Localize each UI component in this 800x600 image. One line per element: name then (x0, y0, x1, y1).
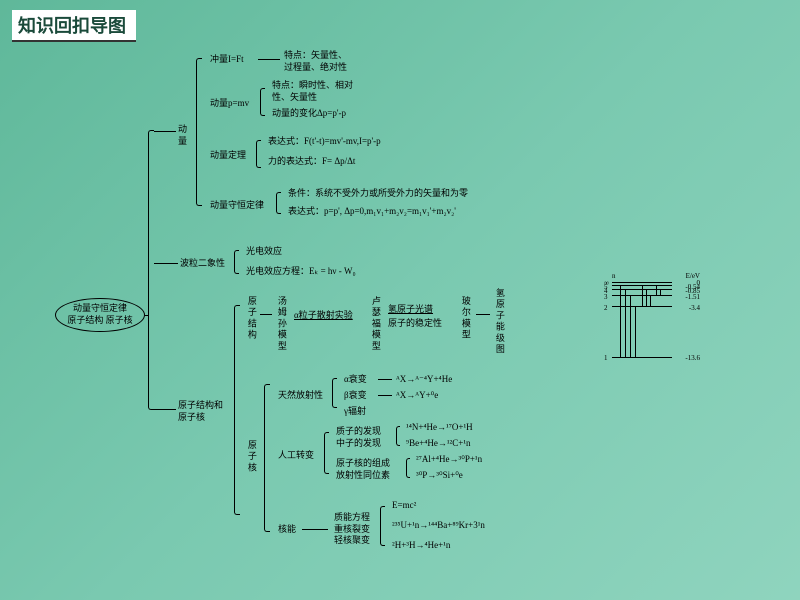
node-eq1: ¹⁴N+⁴He→¹⁷O+¹H (406, 422, 473, 434)
node-impulse-desc: 特点：矢量性、 过程量、绝对性 (284, 50, 347, 73)
node-artificial: 人工转变 (278, 450, 314, 462)
bracket-atom-nucleus (234, 305, 240, 515)
bracket-conserv (276, 192, 281, 214)
node-duality: 波粒二象性 (180, 258, 225, 270)
transition (620, 285, 621, 357)
node-beta-decay: β衰变 (344, 390, 367, 402)
connector (145, 315, 149, 316)
connector (302, 529, 328, 530)
transition (630, 295, 631, 357)
node-p-desc1: 特点：瞬时性、相对 性、矢量性 (272, 80, 353, 103)
node-theorem-desc2: 力的表达式：F= Δp/Δt (268, 156, 355, 168)
transition (660, 289, 661, 295)
bracket-artificial (324, 432, 329, 474)
transition (650, 295, 651, 306)
bracket-comp (406, 458, 410, 478)
node-radio: 天然放射性 (278, 390, 323, 402)
node-conserv-desc2: 表达式：p=p', Δp=0,m₁v₁+m₂v₂=m₁v₁'+m₂v₂' (288, 206, 456, 218)
bracket-nucleus (264, 384, 270, 532)
connector (154, 409, 176, 410)
node-thomson: 汤 姆 孙 模 型 (276, 296, 286, 350)
node-fusion: ²H+³H→⁴He+¹n (392, 540, 450, 552)
node-atom-structure: 原 子 结 构 (246, 296, 256, 339)
node-h-spectrum: 氢原子光谱 (388, 304, 433, 316)
node-gamma: γ辐射 (344, 406, 366, 418)
connector (154, 131, 176, 132)
bracket-theorem (256, 140, 261, 168)
connector (260, 314, 272, 315)
node-eq4: ³⁰P→³⁰Si+⁰e (416, 470, 463, 482)
node-momentum: 动 量 (178, 124, 187, 147)
node-nucleus: 原 子 核 (246, 440, 256, 472)
node-emc: E=mc² (392, 500, 416, 512)
node-stability: 原子的稳定性 (388, 318, 442, 330)
node-composition: 原子核的组成 放射性同位素 (336, 458, 390, 481)
bracket-energy (380, 506, 385, 546)
bracket-momentum (196, 58, 202, 206)
node-rutherford: 卢 瑟 福 模 型 (370, 296, 380, 350)
bracket-radio (332, 378, 337, 408)
energy-n: 3 (604, 293, 608, 301)
energy-n-label: n (612, 272, 616, 280)
node-p-desc2: 动量的变化Δp=p'-p (272, 108, 346, 120)
energy-level (612, 357, 672, 358)
energy-e: -1.51 (685, 293, 700, 301)
transition (642, 285, 643, 306)
node-impulse: 冲量I=Ft (210, 54, 244, 66)
root-node: 动量守恒定律 原子结构 原子核 (55, 298, 145, 332)
node-eq2: ⁹Be+⁴He→¹²C+¹n (406, 438, 471, 450)
energy-level (612, 306, 672, 307)
connector (154, 263, 178, 264)
node-theorem-desc1: 表达式：F(t'-t)=mv'-mv,I=p'-p (268, 136, 381, 148)
energy-n: 2 (604, 304, 608, 312)
bracket-disc (396, 426, 400, 446)
bracket-p (260, 88, 265, 116)
transition (625, 289, 626, 357)
node-proton-disc: 质子的发现 中子的发现 (336, 426, 381, 449)
node-alpha-eq: ᴬX→ᴬ⁻⁴Y+⁴He (396, 374, 452, 386)
node-theorem: 动量定理 (210, 150, 246, 162)
node-eq3: ²⁷Al+⁴He→³⁰P+¹n (416, 454, 482, 466)
node-bohr: 玻 尔 模 型 (460, 296, 470, 339)
energy-level-diagram: n E/eV ∞ 0 5 -0.54 4 -0.85 3 -1.51 2 -3.… (570, 282, 700, 368)
connector (378, 395, 392, 396)
node-conserv: 动量守恒定律 (210, 200, 264, 212)
energy-e: -13.6 (685, 354, 700, 362)
node-conserv-desc1: 条件：系统不受外力或所受外力的矢量和为零 (288, 188, 468, 200)
energy-n: 1 (604, 354, 608, 362)
transition (656, 285, 657, 295)
root-line2: 原子结构 原子核 (67, 315, 132, 327)
node-beta-eq: ᴬX→ᴬY+⁰e (396, 390, 438, 402)
connector (258, 59, 280, 60)
root-line1: 动量守恒定律 (73, 303, 127, 315)
bracket-duality (234, 250, 239, 274)
node-atom-nucleus: 原子结构和 原子核 (178, 400, 223, 423)
node-h-diagram: 氢 原 子 能 级 图 (494, 288, 504, 353)
node-photo-eq: 光电效应方程：Eₖ = hν - W₀ (246, 266, 356, 278)
node-alpha-decay: α衰变 (344, 374, 367, 386)
node-mass-eq: 质能方程 重核裂变 轻核聚变 (334, 512, 370, 547)
transition (646, 289, 647, 306)
node-photo: 光电效应 (246, 246, 282, 258)
energy-level (612, 282, 672, 283)
connector (476, 314, 490, 315)
energy-e: -3.4 (689, 304, 700, 312)
node-alpha-scatter: α粒子散射实验 (294, 310, 353, 322)
connector (378, 379, 392, 380)
node-fission: ²³⁵U+¹n→¹⁴⁴Ba+⁸⁹Kr+3¹n (392, 520, 485, 532)
transition (635, 306, 636, 357)
page-title: 知识回扣导图 (12, 10, 136, 42)
node-energy: 核能 (278, 524, 296, 536)
bracket-root (148, 130, 154, 410)
node-p: 动量p=mv (210, 98, 249, 110)
